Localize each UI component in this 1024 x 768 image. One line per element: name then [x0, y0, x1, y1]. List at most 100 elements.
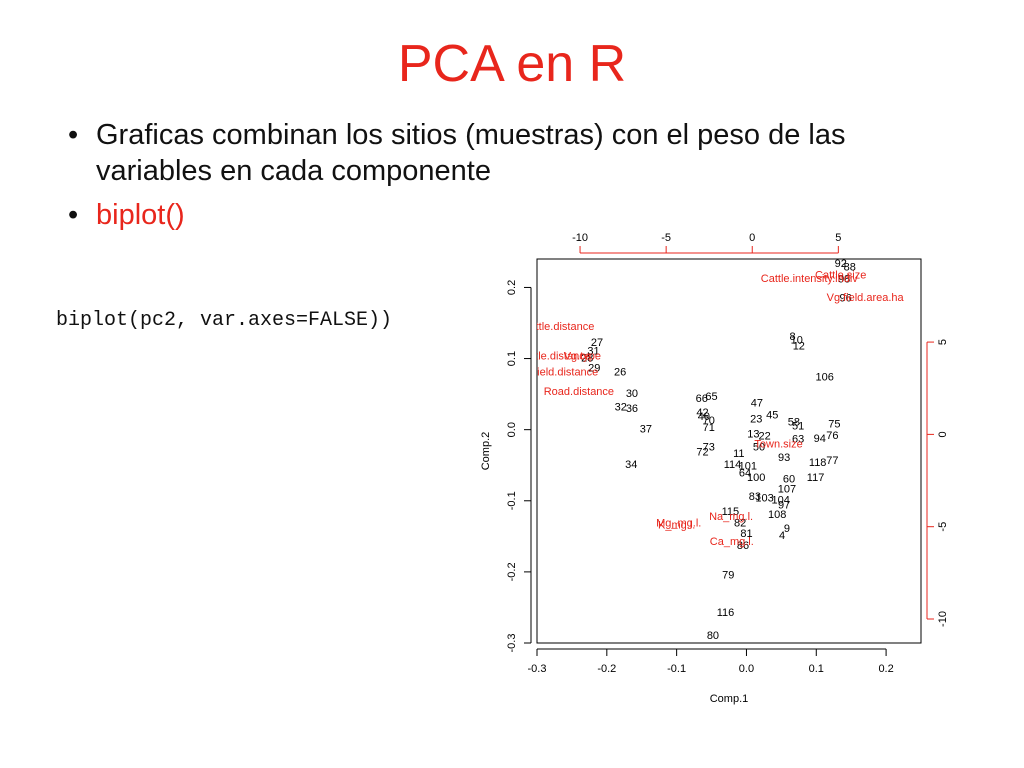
sample-label: 72 [696, 446, 708, 458]
sample-label: 70 [703, 415, 715, 427]
y-axis-title: Comp.2 [480, 432, 492, 471]
sample-label: 93 [778, 452, 790, 464]
x-tick-label: 0.2 [878, 663, 893, 675]
sample-label: 98 [838, 274, 850, 286]
sample-label: 77 [826, 455, 838, 467]
x-axis-title: Comp.1 [710, 693, 749, 705]
sample-label: 80 [707, 630, 719, 642]
variable-label: Na_mg.l. [709, 511, 753, 523]
top-tick-label: -5 [661, 232, 671, 244]
sample-label: 117 [807, 472, 825, 484]
top-tick-label: -10 [572, 232, 588, 244]
bullet-dot-icon: • [68, 199, 79, 231]
sample-label: 96 [839, 293, 851, 305]
sample-label: 76 [826, 430, 838, 442]
variable-label: Town.size [754, 439, 802, 451]
sample-label: 30 [626, 388, 638, 400]
top-tick-label: 5 [835, 232, 841, 244]
sample-label: 60 [783, 473, 795, 485]
y-tick-label: -0.3 [506, 634, 518, 653]
bullet-dot-icon: • [68, 119, 79, 151]
sample-label: 86 [737, 540, 749, 552]
sample-label: 108 [768, 509, 786, 521]
bullet-list: • Graficas combinan los sitios (muestras… [68, 117, 968, 241]
sample-label: 31 [587, 345, 599, 357]
sample-label: 27 [591, 337, 603, 349]
sample-label: 37 [640, 424, 652, 436]
right-tick-label: 0 [937, 431, 949, 437]
plot-frame [536, 258, 922, 644]
sample-label: 115 [722, 506, 740, 518]
variable-label: Road.distance [544, 386, 614, 398]
sample-label: 63 [792, 434, 804, 446]
variable-label: Cattle.distance [518, 350, 591, 362]
sample-label: 23 [750, 414, 762, 426]
x-tick-label: 0.1 [809, 663, 824, 675]
sample-label: 100 [747, 472, 765, 484]
sample-label: 8 [789, 331, 795, 343]
sample-label: 107 [778, 483, 796, 495]
sample-label: 118 [809, 457, 827, 469]
sample-label: 73 [703, 441, 715, 453]
x-tick-label: -0.3 [528, 663, 547, 675]
sample-label: 88 [844, 261, 856, 273]
variable-label: Cattle.distance [522, 321, 595, 333]
sample-label: 40 [698, 411, 710, 423]
y-tick-label: 0.0 [506, 422, 518, 437]
sample-label: 47 [751, 397, 763, 409]
y-tick-label: -0.2 [506, 562, 518, 581]
sample-label: 13 [747, 429, 759, 441]
variable-label: K_mg.l. [658, 520, 695, 532]
sample-label: 97 [778, 500, 790, 512]
variable-label: Cattle.size [815, 269, 866, 281]
variable-label: Vg.field.distance [518, 367, 599, 379]
sample-label: 4 [779, 530, 785, 542]
sample-label: 104 [771, 495, 789, 507]
sample-label: 82 [734, 517, 746, 529]
sample-label: 66 [696, 393, 708, 405]
variable-label: Vg.type [564, 350, 601, 362]
sample-label: 51 [792, 421, 804, 433]
sample-label: 58 [788, 416, 800, 428]
bullet-function: • biplot() [68, 197, 968, 233]
variable-label: Mg_mg.l. [656, 517, 701, 529]
x-tick-label: 0.0 [739, 663, 754, 675]
sample-label: 45 [766, 409, 778, 421]
sample-label: 101 [739, 461, 757, 473]
y-tick-label: -0.1 [506, 491, 518, 510]
sample-label: 26 [614, 367, 626, 379]
sample-label: 75 [828, 419, 840, 431]
sample-label: 36 [626, 403, 638, 415]
bullet-text: biplot() [96, 199, 185, 231]
right-tick-label: -5 [937, 522, 949, 532]
sample-label: 81 [740, 528, 752, 540]
sample-label: 9 [784, 523, 790, 535]
sample-label: 106 [815, 372, 833, 384]
sample-label: 28 [581, 352, 593, 364]
variable-label: Vg.field.area.ha [827, 292, 905, 304]
sample-label: 94 [814, 433, 826, 445]
sample-label: 11 [733, 448, 744, 460]
sample-label: 103 [755, 493, 773, 505]
sample-label: 64 [739, 468, 751, 480]
top-tick-label: 0 [749, 232, 755, 244]
sample-label: 10 [791, 335, 803, 347]
sample-label: 50 [753, 441, 765, 453]
sample-label: 116 [717, 607, 735, 619]
sample-label: 71 [703, 422, 715, 434]
sample-label: 42 [696, 407, 708, 419]
y-tick-label: 0.1 [506, 351, 518, 366]
sample-label: 92 [835, 258, 847, 270]
bullet-description: • Graficas combinan los sitios (muestras… [68, 117, 968, 189]
sample-label: 34 [625, 459, 637, 471]
sample-label: 65 [705, 391, 717, 403]
slide-title: PCA en R [397, 35, 627, 93]
x-tick-label: -0.2 [597, 663, 616, 675]
sample-label: 32 [615, 402, 627, 414]
bullet-text: Graficas combinan los sitios (muestras) … [96, 119, 846, 187]
sample-label: 29 [588, 362, 600, 374]
sample-label: 79 [722, 569, 734, 581]
sample-label: 83 [749, 491, 761, 503]
right-tick-label: 5 [937, 339, 949, 345]
